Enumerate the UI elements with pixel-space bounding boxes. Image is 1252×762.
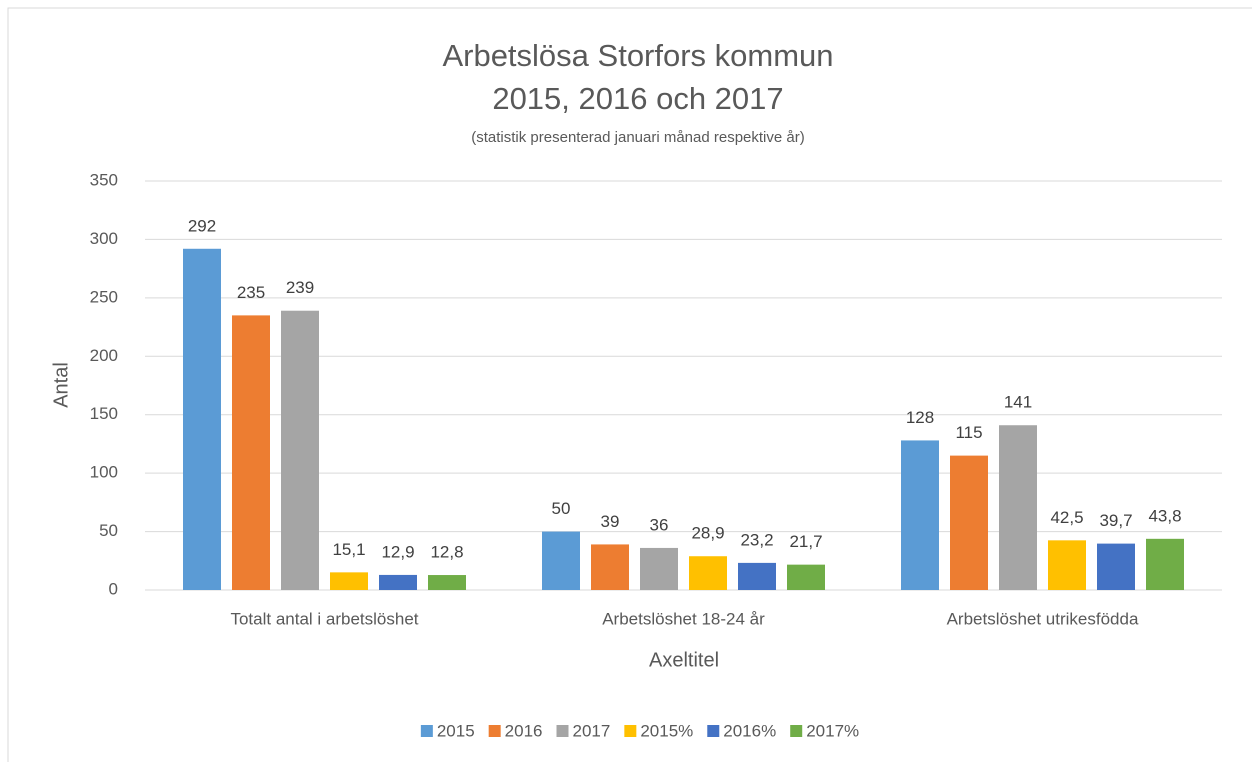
data-label: 12,9 [381, 542, 414, 561]
data-label: 39,7 [1099, 511, 1132, 530]
y-axis-title: Antal [50, 362, 72, 408]
data-label: 50 [552, 499, 571, 518]
bar [738, 562, 776, 590]
legend-swatch [420, 725, 433, 737]
x-tick-label: Arbetslöshet 18-24 år [602, 609, 765, 628]
data-label: 292 [188, 216, 216, 235]
y-tick-label: 250 [90, 287, 118, 306]
bar [901, 440, 939, 590]
bar [281, 310, 319, 590]
data-label: 235 [237, 283, 265, 302]
data-label: 115 [955, 423, 982, 442]
x-axis-title: Axeltitel [649, 649, 719, 671]
bar [428, 575, 466, 590]
legend-swatch [707, 725, 720, 737]
x-tick-label: Totalt antal i arbetslöshet [230, 609, 418, 628]
bar [640, 547, 678, 590]
data-label: 23,2 [740, 530, 773, 549]
legend-label: 2017 [573, 721, 611, 740]
data-label: 21,7 [789, 532, 822, 551]
x-tick-label: Arbetslöshet utrikesfödda [947, 609, 1139, 628]
y-tick-label: 350 [90, 170, 118, 189]
bar [1146, 538, 1184, 590]
data-label: 141 [1004, 393, 1032, 412]
y-tick-label: 50 [99, 521, 118, 540]
bar [330, 572, 368, 590]
bar [183, 248, 221, 590]
legend-swatch [488, 725, 501, 737]
y-tick-label: 200 [90, 346, 118, 365]
data-label: 128 [906, 408, 934, 427]
legend-swatch [624, 725, 637, 737]
bar [999, 425, 1037, 590]
y-tick-label: 0 [109, 579, 118, 598]
data-label: 239 [286, 278, 314, 297]
legend-swatch [790, 725, 803, 737]
bar [950, 455, 988, 590]
legend-label: 2016% [723, 721, 776, 740]
data-label: 28,9 [691, 524, 724, 543]
data-label: 15,1 [332, 540, 365, 559]
data-label: 43,8 [1148, 506, 1181, 525]
bar [232, 315, 270, 590]
legend-label: 2015 [437, 721, 475, 740]
legend-label: 2015% [640, 721, 693, 740]
data-label: 12,8 [430, 543, 463, 562]
chart-subtitle: (statistik presenterad januari månad res… [471, 129, 805, 146]
data-label: 39 [601, 512, 620, 531]
y-tick-label: 300 [90, 229, 118, 248]
legend-label: 2017% [806, 721, 859, 740]
bar [1097, 543, 1135, 590]
bar [787, 564, 825, 590]
bar [542, 531, 580, 590]
bar [591, 544, 629, 590]
chart-border [7, 7, 1252, 762]
bar [379, 574, 417, 590]
chart-title: 2015, 2016 och 2017 [492, 81, 783, 116]
data-label: 42,5 [1050, 508, 1083, 527]
y-tick-label: 150 [90, 404, 118, 423]
chart-title: Arbetslösa Storfors kommun [442, 38, 833, 73]
data-label: 36 [650, 515, 669, 534]
y-tick-label: 100 [90, 463, 118, 482]
bar [1048, 540, 1086, 590]
legend-label: 2016 [505, 721, 543, 740]
legend-swatch [556, 725, 569, 737]
bar [689, 556, 727, 590]
